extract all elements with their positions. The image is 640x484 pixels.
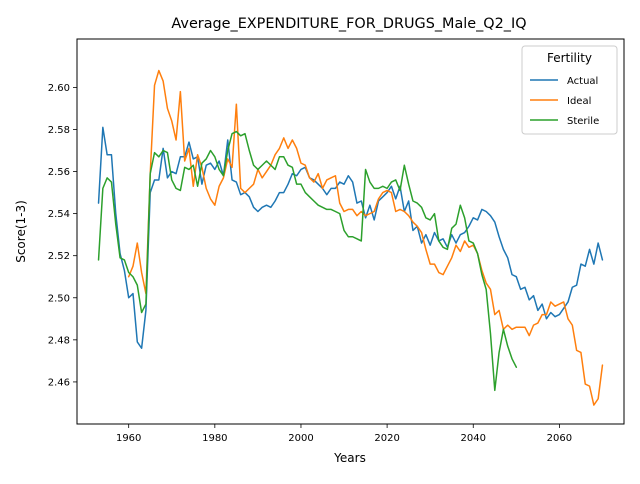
series-layer (97, 69, 604, 406)
x-tick-label: 1960 (116, 433, 141, 444)
legend-label-actual: Actual (567, 76, 598, 87)
x-tick-label: 2020 (374, 433, 399, 444)
y-axis: 2.46 2.48 2.50 2.52 2.54 2.56 2.58 2.60 (48, 83, 77, 388)
x-tick-label: 2060 (547, 433, 572, 444)
legend-label-ideal: Ideal (567, 96, 591, 107)
x-tick-label: 2040 (461, 433, 486, 444)
series-line-actual (97, 126, 604, 350)
y-tick-label: 2.54 (48, 209, 70, 220)
y-tick-label: 2.60 (48, 83, 70, 94)
x-tick-label: 1980 (202, 433, 227, 444)
x-axis: 1960 1980 2000 2020 2040 2060 (116, 424, 572, 444)
y-tick-label: 2.52 (48, 251, 70, 262)
x-axis-label: Years (333, 451, 366, 465)
y-tick-label: 2.46 (48, 377, 70, 388)
y-axis-label: Score(1-3) (14, 200, 28, 263)
series-line-sterile (97, 130, 518, 392)
legend: Fertility Actual Ideal Sterile (521, 45, 618, 135)
legend-title: Fertility (547, 51, 592, 65)
y-tick-label: 2.56 (48, 167, 70, 178)
chart-title: Average_EXPENDITURE_FOR_DRUGS_Male_Q2_IQ (171, 16, 526, 32)
legend-label-sterile: Sterile (567, 116, 599, 127)
x-tick-label: 2000 (288, 433, 313, 444)
legend-box (521, 45, 618, 135)
y-tick-label: 2.50 (48, 293, 70, 304)
plot-frame (76, 38, 625, 425)
y-tick-label: 2.48 (48, 335, 70, 346)
series-line-ideal (127, 69, 604, 406)
y-tick-label: 2.58 (48, 125, 70, 136)
